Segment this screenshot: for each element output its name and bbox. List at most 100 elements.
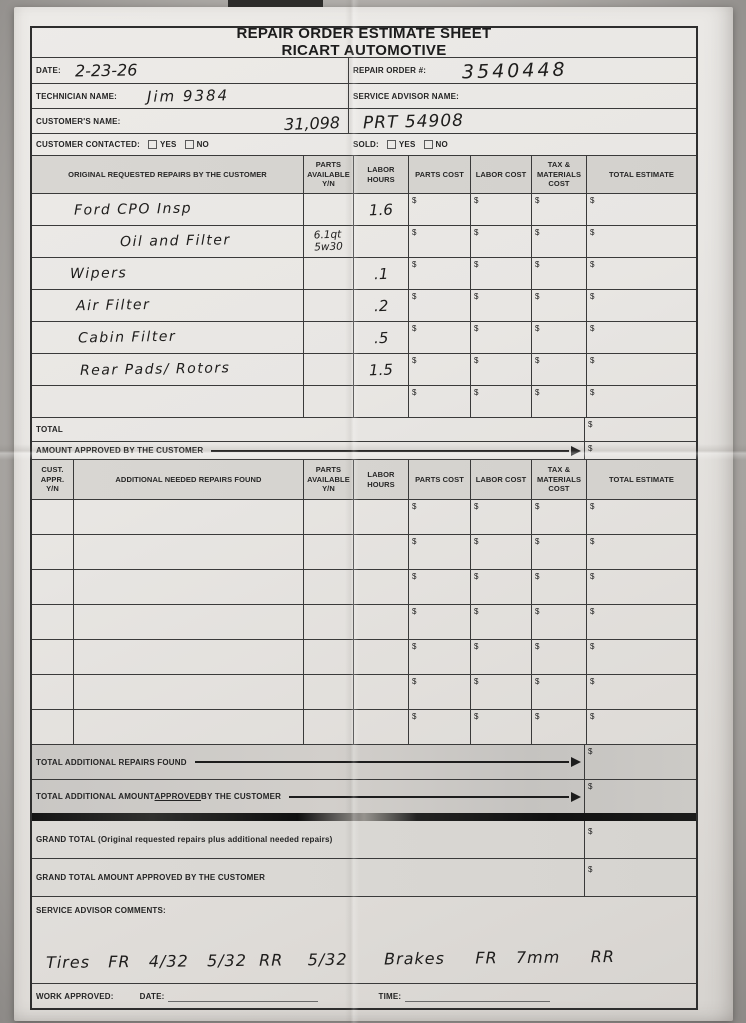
cost-cell: $ [409,290,471,321]
parts-available-cell [304,710,354,744]
cost-cell: $ [532,194,587,225]
cost-cell: $ [532,710,587,744]
cost-cell: $ [587,675,696,709]
cost-cell: $ [409,605,471,639]
header-total-estimate: TOTAL ESTIMATE [608,169,674,179]
dollar-sign: $ [588,747,593,756]
amount-approved-row: AMOUNT APPROVED BY THE CUSTOMER $ [32,442,696,460]
cost-cell: $ [471,258,532,289]
comments-handwritten-note: Tires FR 4/32 5/32 RR 5/32 Brakes FR 7mm… [45,947,616,972]
dollar-sign: $ [474,260,479,269]
header-labor-hours: LABOR HOURS [354,460,409,499]
cost-cell: $ [471,535,532,569]
header-tax-materials: TAX & MATERIALS COST [532,460,587,499]
header-parts-cost: PARTS COST [409,156,471,193]
table-row: $ $ $ $ [32,675,696,710]
handwriting: 6.1qt 5w30 [313,228,344,254]
cost-cell: $ [409,194,471,225]
labor-hours-cell [354,710,409,744]
dollar-sign: $ [590,502,595,511]
cost-cell: $ [471,226,532,257]
parts-available-cell [304,194,354,225]
cost-cell: $ [532,570,587,604]
dollar-sign: $ [590,356,595,365]
parts-available-cell [304,354,354,385]
labor-hours-cell: .1 [354,258,409,289]
cost-cell: $ [471,194,532,225]
total-label: TOTAL [36,425,63,434]
dollar-sign: $ [590,572,595,581]
total-additional-approved-label: TOTAL ADDITIONAL AMOUNT APPROVED BY THE … [36,792,282,801]
technician-cell: TECHNICIAN NAME: Jim 9384 [32,84,349,108]
header-original-requested: ORIGINAL REQUESTED REPAIRS BY THE CUSTOM… [32,156,304,193]
cost-cell: $ [409,570,471,604]
total-row: TOTAL $ [32,418,696,442]
dollar-sign: $ [590,292,595,301]
handwriting: Rear Pads/ Rotors [79,359,231,379]
additional-repair-description-cell [74,535,304,569]
dollar-sign: $ [535,677,540,686]
dollar-sign: $ [535,502,540,511]
dollar-sign: $ [535,260,540,269]
cost-cell: $ [471,675,532,709]
amount-approved-label-cell: AMOUNT APPROVED BY THE CUSTOMER [32,442,585,459]
service-advisor-comments-label: SERVICE ADVISOR COMMENTS: [36,906,166,915]
header-labor-hours: LABOR HOURS [354,156,409,193]
handwriting: .1 [373,264,389,283]
form-title-line1: REPAIR ORDER ESTIMATE SHEET [236,25,492,42]
dollar-sign: $ [535,388,540,397]
cost-cell: $ [409,226,471,257]
additional-repair-description-cell [74,675,304,709]
sold-yes-checkbox [386,140,396,149]
cost-cell: $ [409,354,471,385]
additional-repair-description-cell [74,710,304,744]
cost-cell: $ [409,500,471,534]
amount-approved-label: AMOUNT APPROVED BY THE CUSTOMER [36,446,204,455]
dollar-sign: $ [412,607,417,616]
parts-available-cell [304,500,354,534]
cost-cell: $ [532,386,587,417]
cost-cell: $ [471,500,532,534]
labor-hours-cell [354,640,409,674]
customer-contacted-label: CUSTOMER CONTACTED: [36,140,140,149]
cost-cell: $ [587,500,696,534]
cost-cell: $ [587,535,696,569]
dollar-sign: $ [535,572,540,581]
dollar-sign: $ [535,324,540,333]
table-row: $ $ $ $ [32,605,696,640]
repair-description-cell: Oil and Filter [32,226,304,257]
total-additional-approved-row: TOTAL ADDITIONAL AMOUNT APPROVED BY THE … [32,780,696,813]
cost-cell: $ [532,354,587,385]
dollar-sign: $ [412,712,417,721]
technician-row: TECHNICIAN NAME: Jim 9384 SERVICE ADVISO… [32,84,696,109]
handwriting: 1.5 [368,360,394,379]
cost-cell: $ [587,710,696,744]
cost-cell: $ [471,354,532,385]
table-row: $ $ $ $ [32,710,696,745]
dollar-sign: $ [535,228,540,237]
parts-available-cell [304,640,354,674]
arrow-right-icon [571,757,581,767]
original-repairs-body: Ford CPO Insp 1.6 $ $ $ $ Oil and Filter 6.1qt … [32,194,696,418]
dollar-sign: $ [590,196,595,205]
additional-repair-description-cell [74,605,304,639]
cost-cell: $ [532,258,587,289]
cost-cell: $ [587,570,696,604]
handwriting: Cabin Filter [77,328,177,346]
header-labor-cost: LABOR COST [471,156,532,193]
date-cell: DATE: 2-23-26 [32,58,349,83]
work-approved-row: WORK APPROVED: DATE: TIME: [32,984,696,1008]
cost-cell: $ [471,290,532,321]
cost-cell: $ [587,194,696,225]
cost-cell: $ [471,710,532,744]
parts-available-cell [304,570,354,604]
customer-approval-cell [32,710,74,744]
dollar-sign: $ [535,642,540,651]
cost-cell: $ [471,570,532,604]
arrow-line [194,761,569,763]
customer-approval-cell [32,500,74,534]
table-row: $ $ $ $ [32,640,696,675]
cost-cell: $ [532,535,587,569]
customer-name-cell: CUSTOMER'S NAME: 31,098 [32,109,349,133]
service-advisor-comments-section: SERVICE ADVISOR COMMENTS: Tires FR 4/32 … [32,897,696,984]
